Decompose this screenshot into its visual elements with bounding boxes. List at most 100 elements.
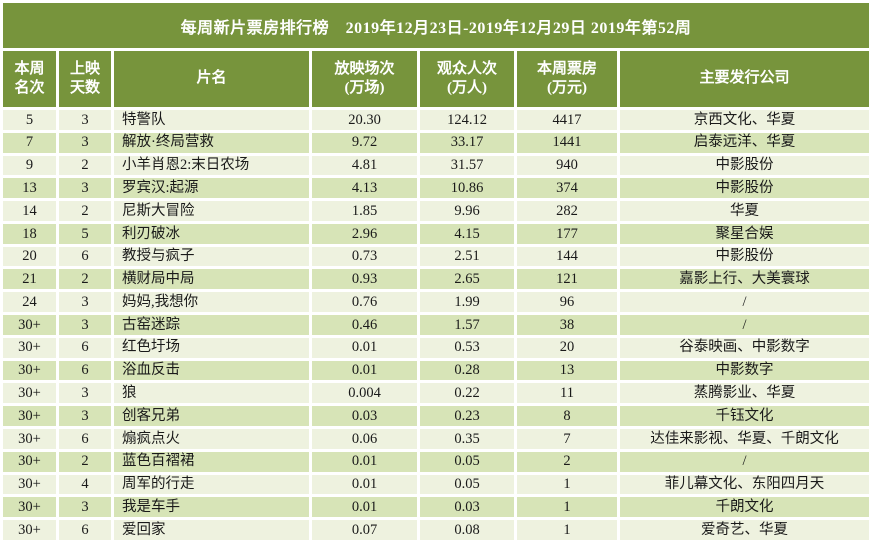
cell-screenings: 0.03 xyxy=(312,406,417,426)
cell-rank: 24 xyxy=(3,292,56,313)
cell-distributor: 京西文化、华夏 xyxy=(620,110,869,130)
cell-box-office: 96 xyxy=(517,292,617,313)
cell-film-title: 横财局中局 xyxy=(114,269,309,290)
cell-film-title: 我是车手 xyxy=(114,497,309,518)
cell-screenings: 0.01 xyxy=(312,337,417,358)
cell-box-office: 1 xyxy=(517,497,617,518)
cell-days: 5 xyxy=(59,223,111,244)
cell-box-office: 282 xyxy=(517,201,617,221)
cell-rank: 20 xyxy=(3,246,56,267)
cell-days: 6 xyxy=(59,337,111,358)
cell-distributor: 菲儿幕文化、东阳四月天 xyxy=(620,474,869,495)
table-row: 18 5 利刃破冰 2.96 4.15 177 聚星合娱 xyxy=(3,223,869,244)
cell-screenings: 20.30 xyxy=(312,110,417,130)
cell-rank: 14 xyxy=(3,201,56,221)
cell-audience: 0.05 xyxy=(420,474,514,495)
table-row: 30+ 2 蓝色百褶裙 0.01 0.05 2/ xyxy=(3,451,869,472)
cell-audience: 0.28 xyxy=(420,360,514,381)
cell-days: 6 xyxy=(59,428,111,449)
cell-rank: 18 xyxy=(3,223,56,244)
table-row: 30+ 3 创客兄弟 0.03 0.23 8 千钰文化 xyxy=(3,406,869,426)
cell-film-title: 周军的行走 xyxy=(114,474,309,495)
table-row: 30+ 6 爱回家 0.07 0.08 1 爱奇艺、华夏 xyxy=(3,520,869,540)
cell-days: 3 xyxy=(59,292,111,313)
cell-rank: 30+ xyxy=(3,474,56,495)
cell-audience: 4.15 xyxy=(420,223,514,244)
cell-distributor: 中影数字 xyxy=(620,360,869,381)
cell-rank: 5 xyxy=(3,110,56,130)
cell-audience: 0.53 xyxy=(420,337,514,358)
cell-distributor: 千钰文化 xyxy=(620,406,869,426)
cell-days: 3 xyxy=(59,406,111,426)
table-row: 30+ 4 周军的行走 0.01 0.05 1 菲儿幕文化、东阳四月天 xyxy=(3,474,869,495)
cell-distributor: 达佳来影视、华夏、千朗文化 xyxy=(620,428,869,449)
cell-screenings: 0.01 xyxy=(312,451,417,472)
cell-days: 6 xyxy=(59,360,111,381)
cell-rank: 13 xyxy=(3,178,56,199)
cell-screenings: 0.01 xyxy=(312,360,417,381)
table-row: 30+ 6 浴血反击 0.01 0.28 13 中影数字 xyxy=(3,360,869,381)
cell-audience: 31.57 xyxy=(420,155,514,176)
cell-rank: 30+ xyxy=(3,406,56,426)
cell-box-office: 1 xyxy=(517,520,617,540)
cell-audience: 0.23 xyxy=(420,406,514,426)
cell-audience: 1.57 xyxy=(420,315,514,335)
col-header-screenings: 放映场次 (万场) xyxy=(312,51,417,107)
cell-distributor: 爱奇艺、华夏 xyxy=(620,520,869,540)
cell-rank: 30+ xyxy=(3,315,56,335)
cell-days: 3 xyxy=(59,497,111,518)
cell-days: 3 xyxy=(59,383,111,404)
table-row: 30+ 3 古窑迷踪 0.46 1.57 38/ xyxy=(3,315,869,335)
cell-audience: 0.35 xyxy=(420,428,514,449)
cell-audience: 1.99 xyxy=(420,292,514,313)
cell-rank: 30+ xyxy=(3,360,56,381)
cell-box-office: 144 xyxy=(517,246,617,267)
cell-rank: 7 xyxy=(3,132,56,153)
cell-days: 3 xyxy=(59,178,111,199)
table-row: 13 3 罗宾汉:起源 4.13 10.86 374 中影股份 xyxy=(3,178,869,199)
cell-screenings: 9.72 xyxy=(312,132,417,153)
cell-distributor: 华夏 xyxy=(620,201,869,221)
cell-box-office: 177 xyxy=(517,223,617,244)
cell-distributor: / xyxy=(620,315,869,335)
cell-box-office: 2 xyxy=(517,451,617,472)
cell-audience: 0.03 xyxy=(420,497,514,518)
cell-box-office: 20 xyxy=(517,337,617,358)
cell-film-title: 狼 xyxy=(114,383,309,404)
cell-distributor: 谷泰映画、中影数字 xyxy=(620,337,869,358)
cell-film-title: 古窑迷踪 xyxy=(114,315,309,335)
cell-distributor: / xyxy=(620,451,869,472)
cell-audience: 2.51 xyxy=(420,246,514,267)
table-row: 7 3 解放·终局营救 9.72 33.17 1441 启泰远洋、华夏 xyxy=(3,132,869,153)
cell-rank: 21 xyxy=(3,269,56,290)
cell-film-title: 煽疯点火 xyxy=(114,428,309,449)
table-row: 21 2 横财局中局 0.93 2.65 121 嘉影上行、大美寰球 xyxy=(3,269,869,290)
cell-audience: 0.05 xyxy=(420,451,514,472)
cell-box-office: 1441 xyxy=(517,132,617,153)
cell-film-title: 小羊肖恩2:末日农场 xyxy=(114,155,309,176)
cell-days: 3 xyxy=(59,132,111,153)
cell-box-office: 13 xyxy=(517,360,617,381)
cell-distributor: 聚星合娱 xyxy=(620,223,869,244)
cell-days: 2 xyxy=(59,155,111,176)
table-row: 14 2 尼斯大冒险 1.85 9.96 282 华夏 xyxy=(3,201,869,221)
cell-days: 2 xyxy=(59,269,111,290)
cell-screenings: 4.13 xyxy=(312,178,417,199)
cell-audience: 10.86 xyxy=(420,178,514,199)
col-header-audience: 观众人次 (万人) xyxy=(420,51,514,107)
cell-distributor: / xyxy=(620,292,869,313)
table-row: 30+ 3 狼 0.004 0.22 11 蒸腾影业、华夏 xyxy=(3,383,869,404)
cell-box-office: 7 xyxy=(517,428,617,449)
cell-film-title: 红色圩场 xyxy=(114,337,309,358)
col-header-days: 上映 天数 xyxy=(59,51,111,107)
cell-distributor: 中影股份 xyxy=(620,178,869,199)
header-row: 本周 名次 上映 天数 片名 放映场次 (万场) 观众人次 (万人) 本周票房 … xyxy=(3,51,869,107)
cell-film-title: 蓝色百褶裙 xyxy=(114,451,309,472)
cell-screenings: 0.93 xyxy=(312,269,417,290)
table-row: 24 3 妈妈,我想你 0.76 1.99 96/ xyxy=(3,292,869,313)
cell-rank: 30+ xyxy=(3,428,56,449)
cell-film-title: 妈妈,我想你 xyxy=(114,292,309,313)
cell-screenings: 2.96 xyxy=(312,223,417,244)
table-body: 5 3 特警队 20.30 124.12 4417 京西文化、华夏 7 3 解放·终局营救 9.72… xyxy=(3,110,869,540)
